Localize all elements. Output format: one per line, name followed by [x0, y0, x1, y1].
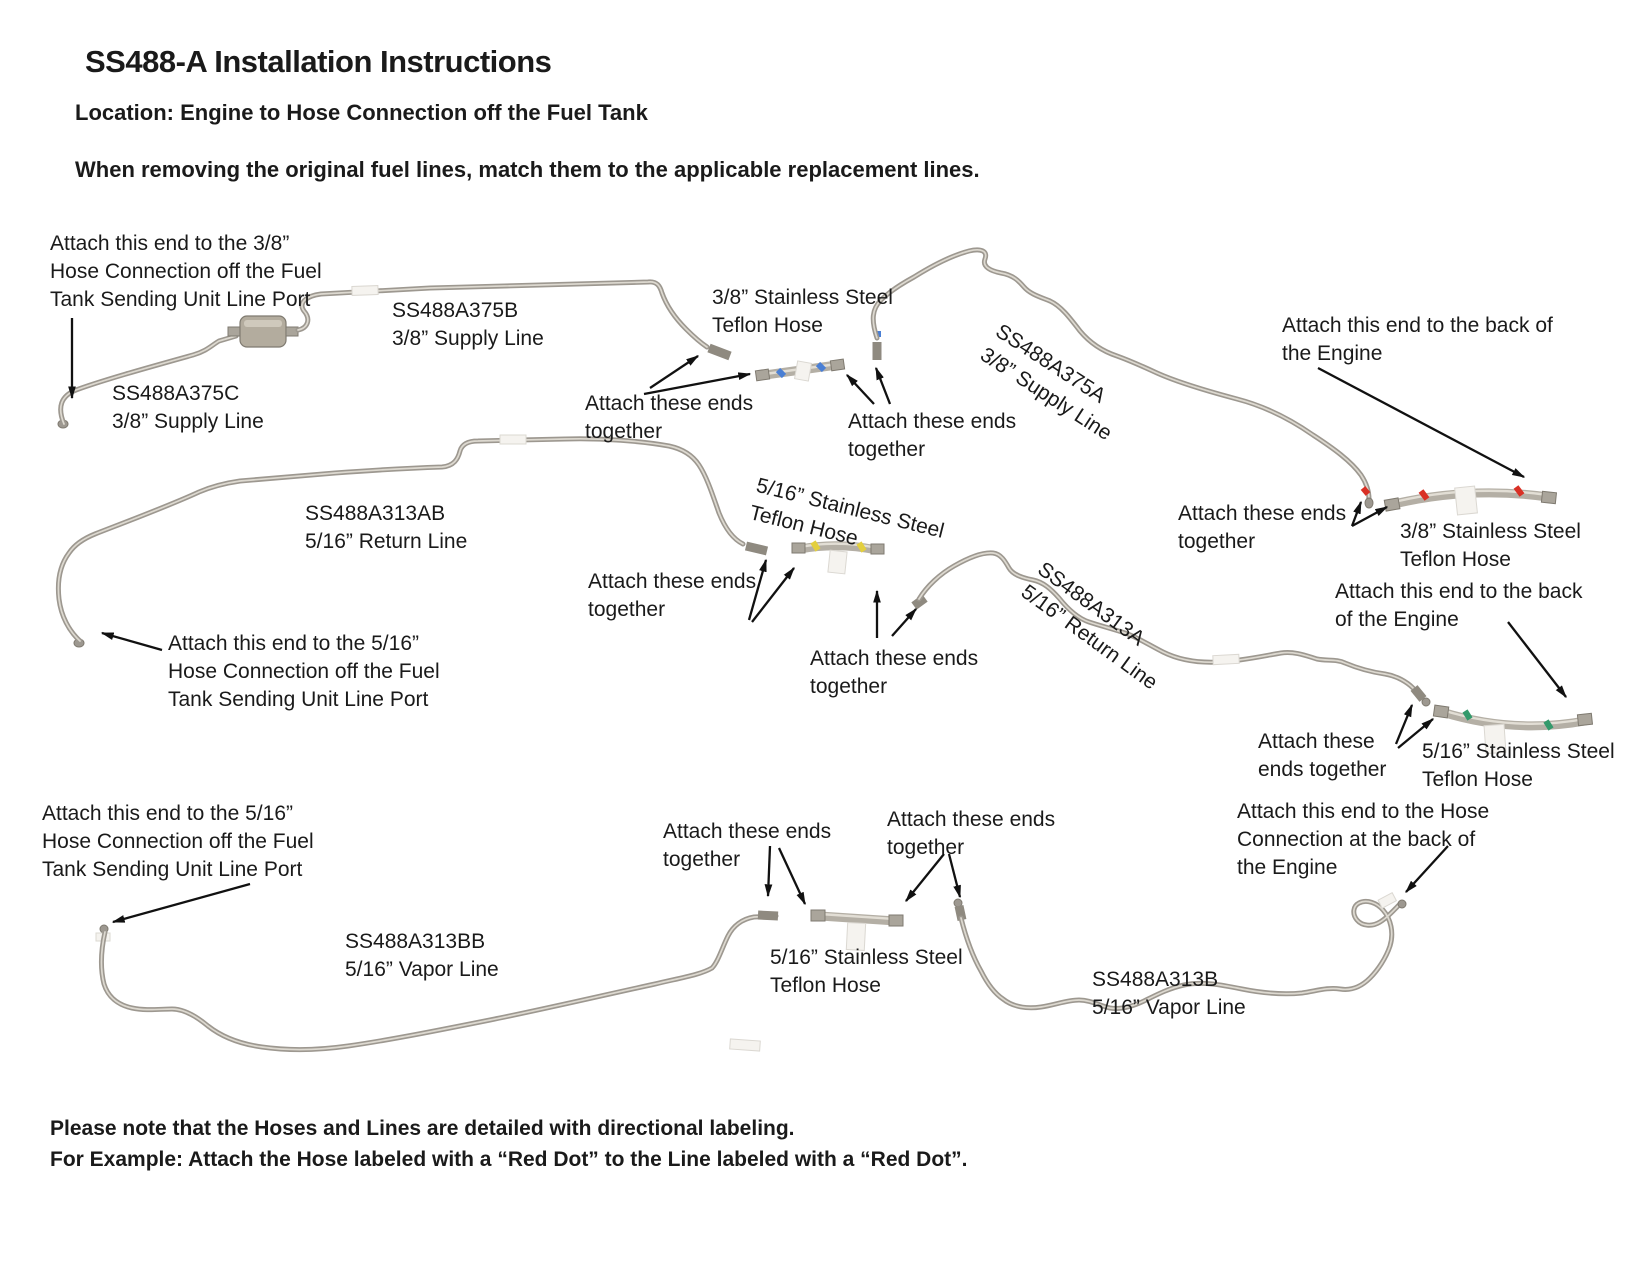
teflon-hose-516-bottom — [810, 909, 904, 951]
part-label-ss488a313ab: SS488A313AB 5/16” Return Line — [305, 502, 468, 553]
callout-attach-engine-1: Attach this end to the back of the Engin… — [1282, 314, 1553, 365]
hose-label-516-bottom: 5/16” Stainless Steel Teflon Hose — [770, 946, 963, 997]
callout-arrows — [68, 318, 1567, 924]
callout-attach-ends-3b: Attach these ends together — [887, 808, 1056, 859]
callout-attach-ends-right2: Attach these ends together — [1258, 730, 1387, 781]
teflon-hose-38-right — [1383, 485, 1558, 516]
location-subtitle: Location: Engine to Hose Connection off … — [75, 100, 648, 125]
callout-attach-ends-1b: Attach these ends together — [848, 410, 1017, 461]
fuel-line-ss488a375c — [57, 279, 732, 429]
filter-inlet-fitting — [227, 326, 241, 337]
callout-attach-tank-516-bottom: Attach this end to the 5/16” Hose Connec… — [42, 802, 314, 881]
teflon-hose-516-right — [1432, 704, 1594, 755]
hose-label-516-right: 5/16” Stainless Steel Teflon Hose — [1422, 740, 1615, 791]
fuel-line-ss488a313bb — [95, 910, 779, 1053]
callout-attach-ends-2b: Attach these ends together — [810, 647, 979, 698]
callout-attach-engine-2: Attach this end to the back of the Engin… — [1335, 580, 1583, 631]
note-red-dot-example: For Example: Attach the Hose labeled wit… — [50, 1148, 968, 1171]
fuel-line-ss488a313a — [911, 550, 1431, 707]
callout-attach-tank-516-mid: Attach this end to the 5/16” Hose Connec… — [168, 632, 440, 711]
part-label-ss488a375b: SS488A375B 3/8” Supply Line — [392, 299, 544, 350]
intro-instruction: When removing the original fuel lines, m… — [75, 157, 980, 182]
line-label-band — [729, 1038, 761, 1052]
callout-attach-tank-38: Attach this end to the 3/8” Hose Connect… — [50, 232, 322, 311]
fuel-line-ss488a375a — [870, 247, 1374, 509]
fuel-line-ss488a313b — [729, 892, 1407, 1052]
hose-label-38-right: 3/8” Stainless Steel Teflon Hose — [1400, 520, 1581, 571]
teflon-hose-38-middle — [754, 358, 846, 382]
part-label-ss488a313b: SS488A313B 5/16” Vapor Line — [1092, 968, 1246, 1019]
callout-attach-ends-1a: Attach these ends together — [585, 392, 754, 443]
page-title: SS488-A Installation Instructions — [85, 44, 552, 79]
hose-label-38-middle: 3/8” Stainless Steel Teflon Hose — [712, 286, 893, 337]
fuel-line-ss488a313ab — [55, 434, 769, 648]
callout-attach-engine-3: Attach this end to the Hose Connection a… — [1237, 800, 1490, 879]
part-label-ss488a313bb: SS488A313BB 5/16” Vapor Line — [345, 930, 499, 981]
callout-attach-ends-3a: Attach these ends together — [663, 820, 832, 871]
callout-attach-ends-right1: Attach these ends together — [1178, 502, 1347, 553]
teflon-hose-516-middle — [791, 540, 885, 575]
callout-attach-ends-2a: Attach these ends together — [588, 570, 757, 621]
part-label-ss488a375c: SS488A375C 3/8” Supply Line — [112, 382, 264, 433]
note-directional-labeling: Please note that the Hoses and Lines are… — [50, 1117, 795, 1140]
